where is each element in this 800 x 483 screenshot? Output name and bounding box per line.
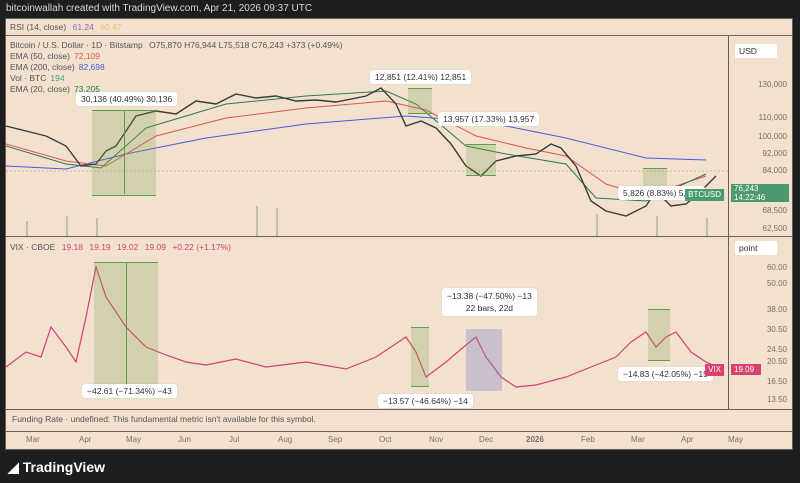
ema200-value: 82,698 — [78, 62, 105, 72]
tick: 16.50 — [766, 377, 787, 386]
x-tick: Apr — [79, 435, 92, 444]
ema50-line — [6, 100, 707, 197]
ema50-value: 72,109 — [74, 51, 100, 61]
ema200-label: EMA (200, close) — [10, 62, 75, 72]
tv-logo-icon: ◢ — [8, 459, 19, 475]
tick: 13.50 — [766, 395, 787, 404]
x-tick: Oct — [379, 435, 392, 444]
btc-price-label: 76,243 14:22:46 — [731, 184, 789, 202]
annotation-btc-4[interactable]: 5,826 (8.83%) 5,826 — [618, 186, 706, 200]
rsi-ma: 60.47 — [100, 22, 122, 32]
tick: 60.00 — [766, 263, 787, 272]
x-tick: 2026 — [526, 435, 544, 444]
ema200-line — [6, 115, 707, 170]
x-tick: Aug — [278, 435, 293, 444]
vol-value: 194 — [50, 73, 65, 83]
rsi-pane: RSI (14, close) 61.24 60.47 — [6, 19, 792, 36]
tick: 62,500 — [762, 224, 787, 233]
vix-unit[interactable]: point — [735, 241, 777, 255]
ema20-label: EMA (20, close) — [10, 84, 70, 94]
vix-tag: VIX — [705, 364, 724, 376]
rsi-label: RSI (14, close) — [10, 22, 67, 32]
x-tick: Sep — [328, 435, 343, 444]
volume-bars — [26, 206, 708, 236]
x-tick: Jul — [229, 435, 240, 444]
ema20-line — [6, 90, 707, 202]
btc-pane[interactable]: Bitcoin / U.S. Dollar · 1D · Bitstamp O7… — [6, 36, 728, 236]
annotation-btc-1[interactable]: 30,136 (40.49%) 30,136 — [76, 92, 178, 106]
symbol-title: Bitcoin / U.S. Dollar · 1D · Bitstamp — [10, 40, 143, 50]
vix-price-label: 19.09 — [731, 364, 761, 375]
chart-frame: RSI (14, close) 61.24 60.47 Bitcoin / U.… — [5, 18, 793, 450]
btcusd-tag: BTCUSD — [685, 189, 724, 201]
vix-pane[interactable]: VIX · CBOE 19.18 19.19 19.02 19.09 +0.22… — [6, 237, 728, 409]
date-price-range-box[interactable] — [466, 329, 502, 391]
vix-price-axis[interactable]: point 60.00 50.00 38.00 30.50 24.50 20.5… — [728, 237, 793, 409]
annotation-btc-2[interactable]: 12,851 (12.41%) 12,851 — [370, 70, 472, 84]
annotation-vix-4[interactable]: −14.83 (−42.05%) −15 — [618, 367, 713, 381]
x-tick: May — [126, 435, 142, 444]
tradingview-logo: ◢ TradingView — [8, 459, 105, 475]
x-tick: Mar — [26, 435, 40, 444]
annotation-vix-2[interactable]: −13.57 (−46.64%) −14 — [378, 394, 473, 408]
x-tick: Jun — [178, 435, 191, 444]
measure-box-3[interactable] — [466, 144, 496, 176]
tick: 68,500 — [762, 206, 787, 215]
tick: 100,000 — [758, 132, 787, 141]
currency-unit[interactable]: USD — [735, 44, 777, 58]
measure-box-2[interactable] — [408, 88, 432, 114]
credit-line: bitcoinwallah created with TradingView.c… — [6, 3, 313, 14]
tick: 50.00 — [766, 279, 787, 288]
x-tick: Mar — [631, 435, 645, 444]
vol-label: Vol · BTC — [10, 73, 47, 83]
btc-price-axis[interactable]: USD 130,000 110,000 100,000 92,000 84,00… — [728, 36, 793, 236]
funding-rate-notice: Funding Rate · undefined: This fundament… — [12, 414, 316, 424]
tick: 92,000 — [762, 149, 787, 158]
ohlc: O75,870 H76,944 L75,518 C76,243 +373 (+0… — [149, 40, 343, 50]
tick: 110,000 — [758, 113, 787, 122]
vix-chart-svg — [6, 264, 719, 388]
vix-title: VIX · CBOE — [10, 242, 56, 252]
x-tick: May — [728, 435, 744, 444]
annotation-vix-1[interactable]: −42.61 (−71.34%) −43 — [82, 384, 177, 398]
annotation-btc-3[interactable]: 13,957 (17.33%) 13,957 — [438, 112, 540, 126]
annotation-vix-3[interactable]: −13.38 (−47.50%) −13 22 bars, 22d — [442, 288, 537, 316]
ema20-value: 73,205 — [74, 84, 100, 94]
btc-legend: Bitcoin / U.S. Dollar · 1D · Bitstamp O7… — [10, 40, 342, 95]
btc-chart-svg — [6, 87, 728, 236]
tick: 84,000 — [762, 166, 787, 175]
tick: 24.50 — [766, 345, 787, 354]
tick: 30.50 — [766, 325, 787, 334]
x-tick: Apr — [681, 435, 694, 444]
rsi-value: 61.24 — [72, 22, 94, 32]
vix-measure-box-2[interactable] — [411, 327, 429, 387]
vix-measure-box-3[interactable] — [648, 309, 670, 361]
rsi-legend: RSI (14, close) 61.24 60.47 — [10, 22, 122, 33]
vix-legend: VIX · CBOE 19.18 19.19 19.02 19.09 +0.22… — [10, 242, 231, 252]
time-axis[interactable]: Mar Apr May Jun Jul Aug Sep Oct Nov Dec … — [6, 432, 743, 450]
x-tick: Nov — [429, 435, 444, 444]
x-tick: Feb — [581, 435, 595, 444]
tick: 38.00 — [766, 305, 787, 314]
tick: 20.50 — [766, 357, 787, 366]
ema50-label: EMA (50, close) — [10, 51, 70, 61]
vix-line — [6, 264, 719, 388]
x-tick: Dec — [479, 435, 494, 444]
tick: 130,000 — [758, 80, 787, 89]
btc-price-line — [6, 87, 717, 217]
